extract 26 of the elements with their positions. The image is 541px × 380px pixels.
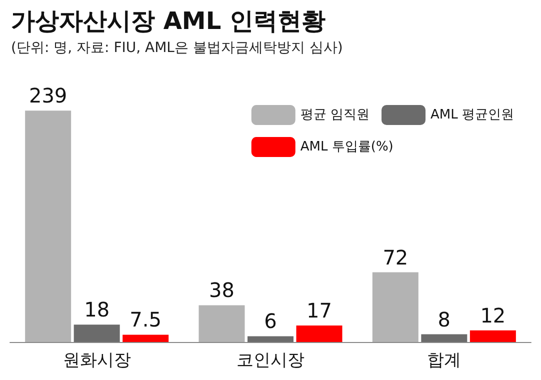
bar <box>198 305 245 342</box>
chart-title: 가상자산시장 AML 인력현황 <box>11 7 326 35</box>
legend-label: 평균 임직원 <box>300 108 370 122</box>
data-label: 38 <box>209 278 234 302</box>
x-tick-label: 코인시장 <box>236 350 304 370</box>
chart-subtitle: (단위: 명, 자료: FIU, AML은 불법자금세탁방지 심사) <box>11 40 343 56</box>
bar <box>74 324 120 342</box>
data-label: 18 <box>84 298 110 322</box>
data-label: 7.5 <box>130 308 162 332</box>
data-label: 17 <box>306 298 332 323</box>
data-label: 12 <box>480 303 506 328</box>
x-tick-label: 원화시장 <box>62 350 131 370</box>
data-label: 6 <box>264 309 277 334</box>
data-label: 72 <box>382 245 408 270</box>
bar <box>25 110 72 342</box>
x-tick-label: 합계 <box>427 350 462 370</box>
bar <box>296 326 342 342</box>
legend-label: AML 투입률(%) <box>300 140 394 154</box>
data-label: 8 <box>438 307 451 332</box>
bar <box>470 330 516 342</box>
legend-label: AML 평균인원 <box>430 108 514 122</box>
bar <box>372 272 418 342</box>
bar <box>122 334 169 342</box>
data-label: 239 <box>28 84 68 108</box>
bar <box>248 336 294 342</box>
bar <box>421 334 468 342</box>
